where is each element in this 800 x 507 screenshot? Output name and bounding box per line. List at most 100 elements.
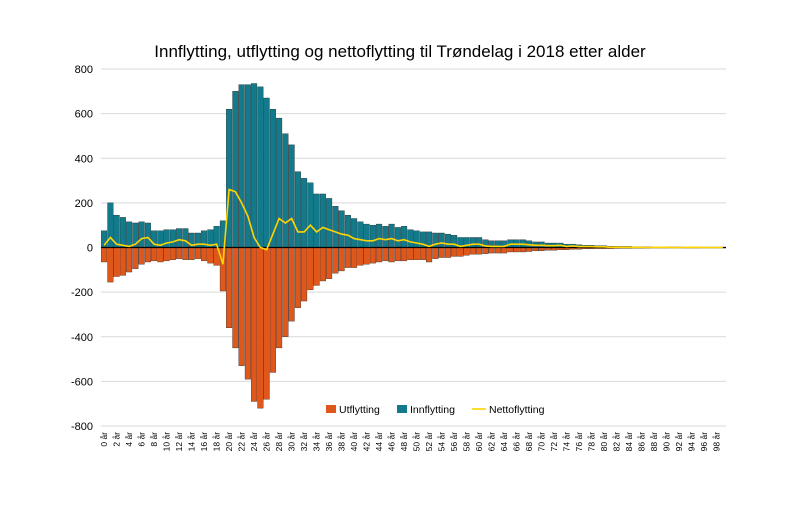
bar-utflytting xyxy=(369,247,376,264)
bar-innflytting xyxy=(301,178,308,248)
y-tick-label: 400 xyxy=(75,153,93,165)
bar-utflytting xyxy=(413,247,420,260)
bar-innflytting xyxy=(226,108,233,248)
x-tick-label: 22 år xyxy=(237,432,247,452)
x-tick-label: 74 år xyxy=(562,432,572,452)
x-tick-label: 84 år xyxy=(624,432,634,452)
bar-utflytting xyxy=(351,247,358,268)
legend-label-utflytting: Utflytting xyxy=(339,404,380,416)
bar-innflytting xyxy=(176,228,183,248)
y-tick-label: 600 xyxy=(75,109,93,121)
x-tick-label: 34 år xyxy=(312,432,322,452)
bar-innflytting xyxy=(126,221,133,248)
bar-utflytting xyxy=(151,247,158,262)
x-tick-label: 32 år xyxy=(299,432,309,452)
x-tick-label: 48 år xyxy=(399,432,409,452)
bar-utflytting xyxy=(257,247,264,409)
x-tick-label: 70 år xyxy=(537,432,547,452)
bar-innflytting xyxy=(438,232,445,248)
x-tick-label: 52 år xyxy=(424,432,434,452)
bar-innflytting xyxy=(144,222,151,248)
bar-innflytting xyxy=(394,227,401,248)
x-tick-label: 54 år xyxy=(437,432,447,452)
y-tick-label: -600 xyxy=(71,376,93,388)
x-tick-label: 92 år xyxy=(674,432,684,452)
bar-utflytting xyxy=(488,247,495,254)
x-tick-label: 96 år xyxy=(699,432,709,452)
bar-innflytting xyxy=(307,182,314,248)
x-tick-label: 30 år xyxy=(287,432,297,452)
x-tick-label: 60 år xyxy=(474,432,484,452)
bar-innflytting xyxy=(444,233,451,248)
x-tick-label: 50 år xyxy=(412,432,422,452)
bar-innflytting xyxy=(251,83,258,248)
y-tick-label: 0 xyxy=(87,243,93,255)
bar-innflytting xyxy=(388,223,395,248)
x-tick-label: 68 år xyxy=(524,432,534,452)
x-tick-label: 58 år xyxy=(462,432,472,452)
bar-innflytting xyxy=(263,97,270,248)
bar-utflytting xyxy=(407,247,414,260)
bar-utflytting xyxy=(319,247,326,282)
bar-utflytting xyxy=(176,247,183,259)
bar-innflytting xyxy=(369,225,376,248)
x-tick-label: 28 år xyxy=(274,432,284,452)
bar-utflytting xyxy=(169,247,176,260)
x-tick-label: 6 år xyxy=(137,432,147,447)
x-tick-label: 0 år xyxy=(99,432,109,447)
bar-utflytting xyxy=(301,247,308,302)
x-tick-label: 26 år xyxy=(262,432,272,452)
bar-utflytting xyxy=(513,247,520,253)
legend-swatch-innflytting xyxy=(397,405,407,413)
bar-utflytting xyxy=(501,247,508,254)
x-tick-label: 38 år xyxy=(337,432,347,452)
x-tick-label: 42 år xyxy=(362,432,372,452)
chart-title: Innflytting, utflytting og nettoflytting… xyxy=(154,42,646,61)
bar-innflytting xyxy=(401,226,408,248)
bar-utflytting xyxy=(263,247,270,400)
y-tick-label: -400 xyxy=(71,332,93,344)
y-tick-label: 200 xyxy=(75,198,93,210)
x-tick-label: 46 år xyxy=(387,432,397,452)
bar-innflytting xyxy=(363,223,370,248)
bar-utflytting xyxy=(451,247,458,257)
bar-utflytting xyxy=(238,247,245,366)
bar-utflytting xyxy=(313,247,320,286)
bar-utflytting xyxy=(469,247,476,255)
x-tick-label: 16 år xyxy=(199,432,209,452)
bar-utflytting xyxy=(363,247,370,265)
x-tick-label: 56 år xyxy=(449,432,459,452)
bar-utflytting xyxy=(426,247,433,263)
x-tick-label: 24 år xyxy=(249,432,259,452)
bar-innflytting xyxy=(257,86,264,248)
bar-utflytting xyxy=(138,247,145,265)
x-tick-label: 82 år xyxy=(612,432,622,452)
bar-utflytting xyxy=(376,247,383,263)
bar-utflytting xyxy=(163,247,170,262)
x-tick-label: 88 år xyxy=(649,432,659,452)
x-tick-label: 72 år xyxy=(549,432,559,452)
legend-swatch-utflytting xyxy=(326,405,336,413)
bar-innflytting xyxy=(469,237,476,248)
nettoflytting-series xyxy=(103,188,723,265)
bar-innflytting xyxy=(338,210,345,248)
bar-innflytting xyxy=(344,214,351,248)
bar-utflytting xyxy=(194,247,201,259)
bar-innflytting xyxy=(294,171,301,248)
bar-utflytting xyxy=(444,247,451,258)
bar-utflytting xyxy=(201,247,208,262)
x-tick-label: 2 år xyxy=(112,432,122,447)
x-tick-label: 76 år xyxy=(574,432,584,452)
x-tick-label: 4 år xyxy=(124,432,134,447)
bar-utflytting xyxy=(494,247,501,254)
bar-innflytting xyxy=(138,221,145,248)
bar-utflytting xyxy=(226,247,233,328)
bar-innflytting xyxy=(413,230,420,248)
bar-innflytting xyxy=(319,193,326,248)
legend: Utflytting Innflytting Nettoflytting xyxy=(326,404,545,416)
bar-utflytting xyxy=(294,247,301,308)
bar-innflytting xyxy=(232,91,239,248)
x-tick-label: 8 år xyxy=(149,432,159,447)
bar-utflytting xyxy=(288,247,295,322)
